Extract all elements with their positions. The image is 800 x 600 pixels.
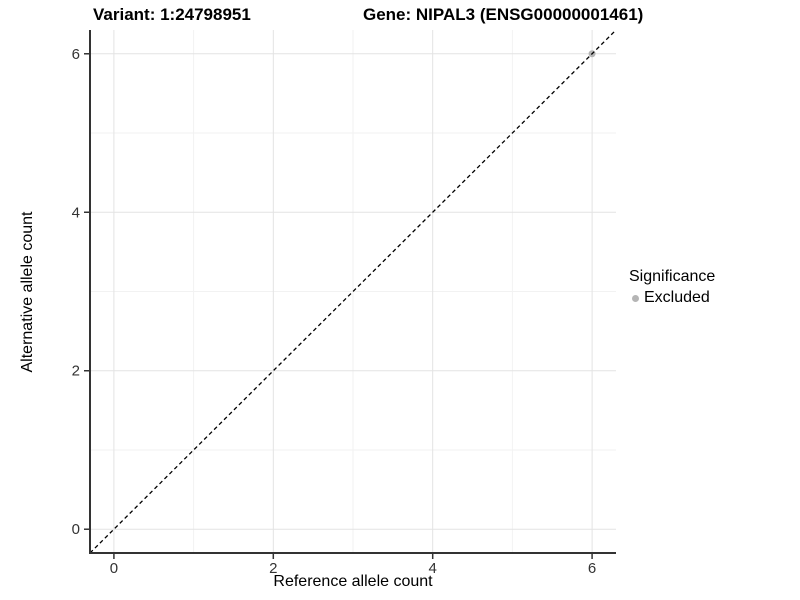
x-tick-label: 2 <box>269 560 277 577</box>
x-tick-label: 4 <box>429 560 437 577</box>
excluded-point-icon <box>632 294 639 302</box>
y-axis-title: Alternative allele count <box>19 211 36 373</box>
y-tick-label: 2 <box>72 363 80 380</box>
y-tick-label: 6 <box>72 46 80 63</box>
legend-title: Significance <box>629 268 716 285</box>
y-tick-label: 0 <box>72 521 80 538</box>
x-axis-title: Reference allele count <box>273 573 433 590</box>
legend-item-label: Excluded <box>644 289 710 306</box>
y-tick-label: 4 <box>72 204 80 221</box>
identity-line <box>89 29 617 554</box>
legend-item-excluded: Excluded <box>629 289 715 307</box>
legend: Significance Excluded <box>629 268 715 307</box>
x-tick-label: 6 <box>588 560 596 577</box>
x-tick-label: 0 <box>110 560 118 577</box>
variant-title: Variant: 1:24798951 <box>93 5 251 24</box>
gene-title: Gene: NIPAL3 (ENSG00000001461) <box>363 5 644 24</box>
